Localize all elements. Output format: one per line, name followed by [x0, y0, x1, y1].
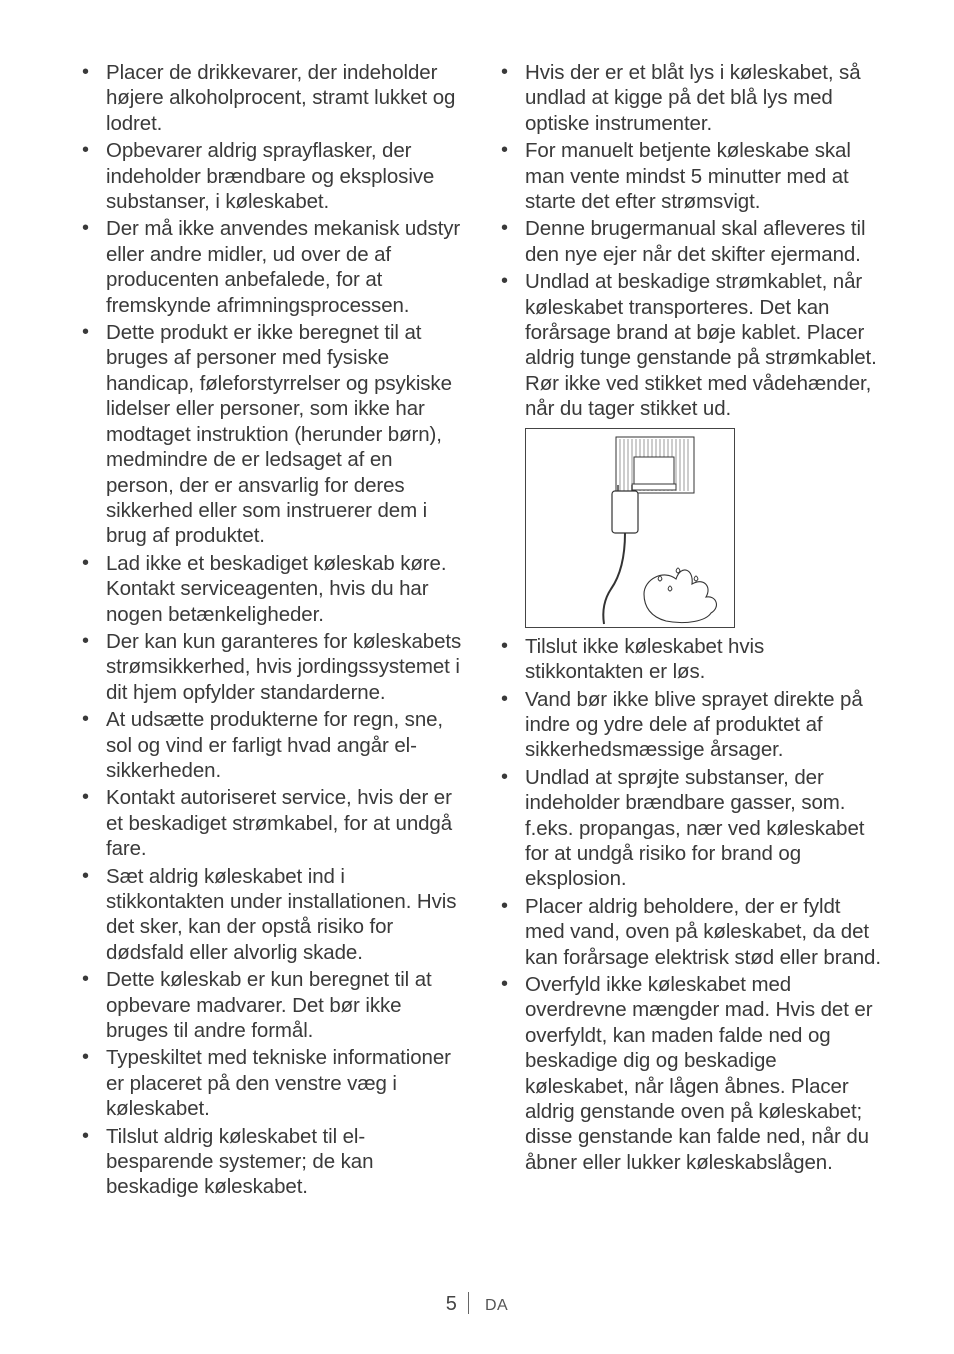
list-item: Undlad at beskadige strømkablet, når køl…	[491, 269, 882, 421]
page-language: DA	[485, 1297, 508, 1314]
list-item: Typeskiltet med tekniske informationer e…	[72, 1045, 463, 1121]
list-item: Denne brugermanual skal afleveres til de…	[491, 216, 882, 267]
left-list: Placer de drikkevarer, der indeholder hø…	[72, 60, 463, 1200]
list-item: Opbevarer aldrig sprayflasker, der indeh…	[72, 138, 463, 214]
list-item: Der må ikke anvendes mekanisk udstyr ell…	[72, 216, 463, 318]
content-columns: Placer de drikkevarer, der indeholder hø…	[72, 60, 882, 1202]
page-number: 5	[446, 1293, 457, 1315]
footer-separator	[468, 1292, 469, 1314]
list-item: Kontakt autoriseret service, hvis der er…	[72, 785, 463, 861]
list-item: Tilslut aldrig køleskabet til el-bespare…	[72, 1124, 463, 1200]
list-item: Dette køleskab er kun beregnet til at op…	[72, 967, 463, 1043]
page-footer: 5 DA	[0, 1292, 954, 1316]
list-item: Der kan kun garanteres for køleskabets s…	[72, 629, 463, 705]
list-item: At udsætte produkterne for regn, sne, so…	[72, 707, 463, 783]
left-column: Placer de drikkevarer, der indeholder hø…	[72, 60, 463, 1202]
list-item: Lad ikke et beskadiget køleskab køre. Ko…	[72, 551, 463, 627]
right-column: Hvis der er et blåt lys i køleskabet, så…	[491, 60, 882, 1202]
list-item: For manuelt betjente køleskabe skal man …	[491, 138, 882, 214]
list-item: Tilslut ikke køleskabet hvis stikkontakt…	[491, 634, 882, 685]
list-item: Sæt aldrig køleskabet ind i stikkontakte…	[72, 864, 463, 966]
list-item: Dette produkt er ikke beregnet til at br…	[72, 320, 463, 549]
right-list-top: Hvis der er et blåt lys i køleskabet, så…	[491, 60, 882, 422]
list-item: Placer de drikkevarer, der indeholder hø…	[72, 60, 463, 136]
list-item: Hvis der er et blåt lys i køleskabet, så…	[491, 60, 882, 136]
list-item: Undlad at sprøjte substanser, der indeho…	[491, 765, 882, 892]
right-list-bottom: Tilslut ikke køleskabet hvis stikkontakt…	[491, 634, 882, 1176]
list-item: Placer aldrig beholdere, der er fyldt me…	[491, 894, 882, 970]
list-item: Vand bør ikke blive sprayet direkte på i…	[491, 687, 882, 763]
plug-warning-illustration	[525, 428, 735, 628]
list-item: Overfyld ikke køleskabet med overdrevne …	[491, 972, 882, 1175]
